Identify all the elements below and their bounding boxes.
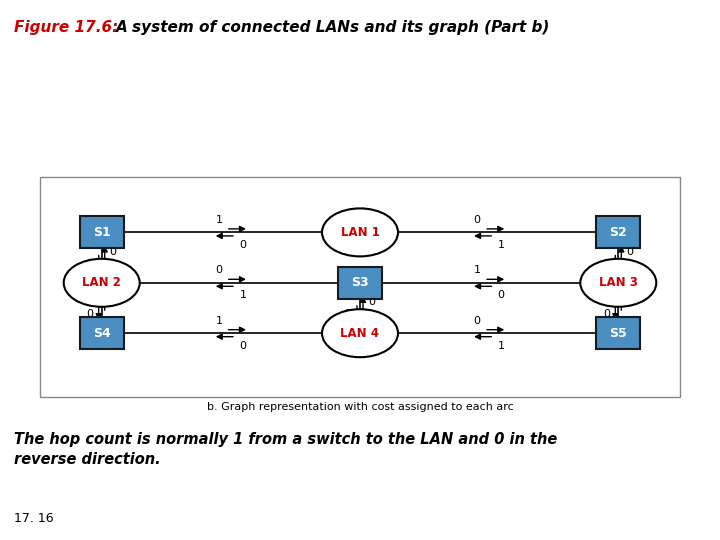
Text: 17. 16: 17. 16 <box>14 512 53 525</box>
Text: 1: 1 <box>603 259 611 268</box>
Text: S1: S1 <box>93 226 111 239</box>
Text: S5: S5 <box>609 327 627 340</box>
Text: 1: 1 <box>215 316 222 326</box>
Ellipse shape <box>322 309 398 357</box>
Text: 0: 0 <box>368 297 375 307</box>
Text: 1: 1 <box>239 291 246 300</box>
Text: reverse direction.: reverse direction. <box>14 452 161 467</box>
Text: LAN 4: LAN 4 <box>341 327 379 340</box>
FancyBboxPatch shape <box>596 217 640 248</box>
FancyBboxPatch shape <box>338 267 382 299</box>
Text: 1: 1 <box>345 309 352 319</box>
Text: 1: 1 <box>215 215 222 225</box>
Text: 0: 0 <box>239 240 246 250</box>
Text: 0: 0 <box>474 215 481 225</box>
Text: 0: 0 <box>474 316 481 326</box>
Text: S2: S2 <box>609 226 627 239</box>
Text: 1: 1 <box>109 297 117 307</box>
Text: LAN 1: LAN 1 <box>341 226 379 239</box>
Text: 1: 1 <box>498 240 505 250</box>
FancyBboxPatch shape <box>596 317 640 349</box>
Text: LAN 3: LAN 3 <box>599 276 638 289</box>
Text: 1: 1 <box>86 259 94 268</box>
Text: 1: 1 <box>626 297 634 307</box>
Text: 0: 0 <box>498 291 505 300</box>
Text: The hop count is normally 1 from a switch to the LAN and 0 in the: The hop count is normally 1 from a switc… <box>14 432 557 447</box>
Text: Figure 17.6:: Figure 17.6: <box>14 20 118 35</box>
Text: 0: 0 <box>86 309 94 319</box>
Text: 1: 1 <box>474 265 481 275</box>
Text: 0: 0 <box>626 247 634 256</box>
Ellipse shape <box>580 259 657 307</box>
Text: 0: 0 <box>215 265 222 275</box>
FancyBboxPatch shape <box>80 317 124 349</box>
Text: 0: 0 <box>109 247 117 256</box>
Text: A system of connected LANs and its graph (Part b): A system of connected LANs and its graph… <box>116 20 550 35</box>
Ellipse shape <box>63 259 140 307</box>
Text: S4: S4 <box>93 327 111 340</box>
Text: 0: 0 <box>239 341 246 350</box>
Text: 0: 0 <box>603 309 611 319</box>
FancyBboxPatch shape <box>80 217 124 248</box>
Text: 1: 1 <box>498 341 505 350</box>
Text: b. Graph representation with cost assigned to each arc: b. Graph representation with cost assign… <box>207 402 513 412</box>
Text: S3: S3 <box>351 276 369 289</box>
Ellipse shape <box>322 208 398 256</box>
Text: LAN 2: LAN 2 <box>82 276 121 289</box>
